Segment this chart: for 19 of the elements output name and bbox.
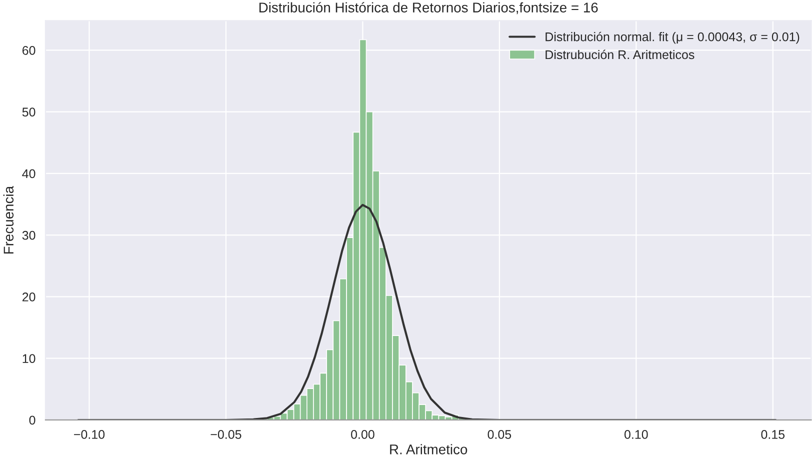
legend-label: Distribución normal. fit (μ = 0.00043, σ = 0.01) — [546, 32, 800, 44]
y-tick-label: 60 — [22, 46, 36, 55]
y-axis-title: Frecuencia — [3, 186, 14, 254]
legend-label: Distrubución R. Aritmeticos — [546, 50, 694, 60]
x-tick-label: 0.00 — [351, 430, 374, 439]
y-tick-label: 30 — [22, 230, 36, 240]
y-tick-label: 40 — [22, 169, 36, 178]
x-tick-label: 0.10 — [624, 430, 648, 439]
x-tick-label: −0.10 — [74, 430, 105, 439]
chart-title: Distribución Histórica de Retornos Diarios,fontsize = 16 — [259, 2, 598, 14]
x-tick-label: 0.15 — [761, 430, 785, 439]
y-tick-label: 10 — [22, 354, 36, 364]
x-tick-label: −0.05 — [210, 430, 242, 439]
x-axis-title: R. Aritmetico — [390, 444, 468, 454]
line-series — [77, 204, 777, 420]
x-tick-label: 0.05 — [488, 430, 512, 439]
y-tick-label: 50 — [22, 108, 36, 117]
y-tick-label: 20 — [22, 292, 36, 302]
y-tick-label: 0 — [29, 416, 36, 425]
